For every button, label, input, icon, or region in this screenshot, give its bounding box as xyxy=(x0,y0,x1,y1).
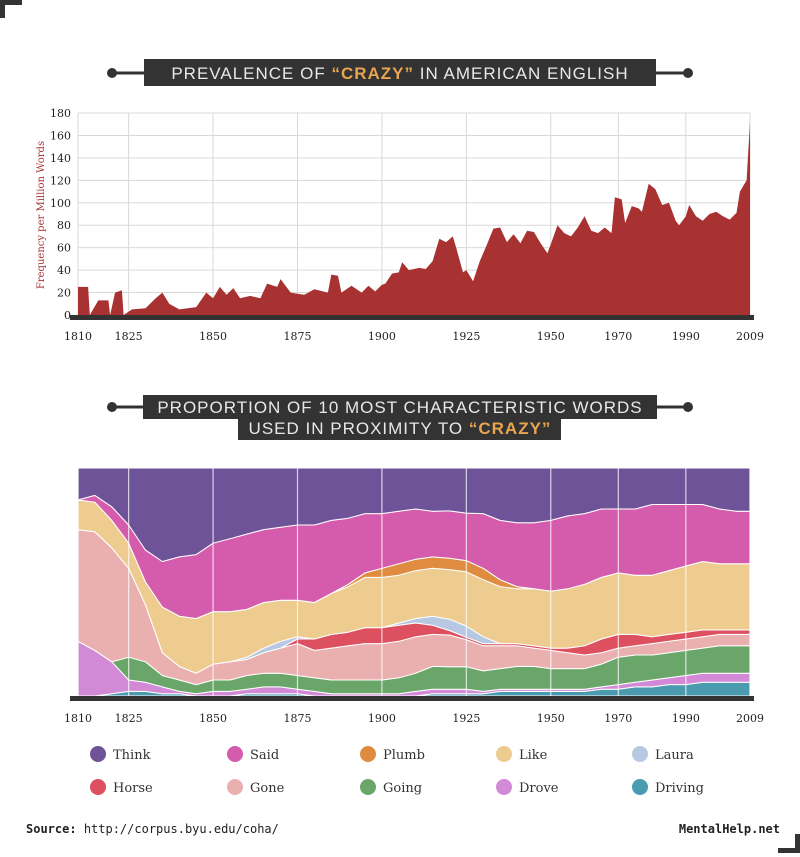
chart1-x-tick-label: 1900 xyxy=(368,330,396,343)
legend-swatch-said xyxy=(227,746,243,762)
chart2-x-axis-bar xyxy=(70,696,754,701)
chart1-y-tick-label: 100 xyxy=(50,197,71,210)
chart2-title-line2: USED IN PROXIMITY TO “CRAZY” xyxy=(249,419,552,438)
legend-label-like: Like xyxy=(519,748,548,763)
chart1-title: PREVALENCE OF “CRAZY” IN AMERICAN ENGLIS… xyxy=(171,64,628,83)
chart1-x-tick-label: 1810 xyxy=(64,330,92,343)
chart2-x-tick-label: 2009 xyxy=(736,712,764,725)
legend-swatch-drove xyxy=(496,779,512,795)
chart1-x-tick-label: 1825 xyxy=(115,330,143,343)
chart2-x-tick-label: 1925 xyxy=(452,712,480,725)
legend-label-drove: Drove xyxy=(519,781,559,796)
chart1-y-tick-label: 40 xyxy=(57,264,71,277)
legend-label-think: Think xyxy=(113,748,151,763)
legend-label-horse: Horse xyxy=(113,781,153,796)
chart2-x-tick-label: 1850 xyxy=(199,712,227,725)
chart2-x-ticks: 1810 1825 1850 1875 1900 1925 1950 1970 1990 2009 xyxy=(64,712,764,725)
chart1-y-ticks: 0 20 40 60 80 100 120 140 160 180 xyxy=(50,107,71,322)
chart1-area-crazy xyxy=(78,122,750,315)
legend-label-laura: Laura xyxy=(655,748,694,763)
chart2-legend: Think Said Plumb Like Laura Horse Gone Going Dro… xyxy=(90,746,704,796)
legend-swatch-like xyxy=(496,746,512,762)
chart1-y-tick-label: 140 xyxy=(50,152,71,165)
chart1-y-tick-label: 160 xyxy=(50,129,71,142)
chart1-x-ticks: 1810 1825 1850 1875 1900 1925 1950 1970 1990 2009 xyxy=(64,330,764,343)
legend-label-plumb: Plumb xyxy=(383,748,425,763)
chart1-x-axis-bar xyxy=(70,315,754,320)
chart2-title-banner: PROPORTION OF 10 MOST CHARACTERISTIC WOR… xyxy=(107,395,693,440)
chart1-x-tick-label: 1850 xyxy=(199,330,227,343)
chart2-gridlines xyxy=(77,468,751,696)
chart1-y-tick-label: 60 xyxy=(57,242,71,255)
chart2-x-tick-label: 1950 xyxy=(537,712,565,725)
chart1-x-tick-label: 1950 xyxy=(537,330,565,343)
legend-swatch-driving xyxy=(632,779,648,795)
footer: Source: http://corpus.byu.edu/coha/ Ment… xyxy=(26,822,780,836)
legend-label-said: Said xyxy=(250,748,279,763)
chart1-y-tick-label: 0 xyxy=(64,309,71,322)
chart1-x-tick-label: 1875 xyxy=(283,330,311,343)
corner-mark-top-left xyxy=(0,0,22,18)
chart2-x-tick-label: 1970 xyxy=(604,712,632,725)
corner-mark-bottom-right xyxy=(778,834,800,853)
chart1-y-label: Frequency per Million Words xyxy=(36,141,47,289)
legend-label-driving: Driving xyxy=(655,781,704,796)
chart1-x-tick-label: 1925 xyxy=(452,330,480,343)
chart1-x-tick-label: 1990 xyxy=(672,330,700,343)
brand-text: MentalHelp.net xyxy=(679,822,780,836)
legend-swatch-laura xyxy=(632,746,648,762)
chart2-x-tick-label: 1810 xyxy=(64,712,92,725)
legend-label-going: Going xyxy=(383,781,422,796)
chart2-x-tick-label: 1900 xyxy=(368,712,396,725)
chart1-y-tick-label: 20 xyxy=(57,287,71,300)
chart1-plot: 0 20 40 60 80 100 120 140 160 180 1810 1825 1850 187… xyxy=(36,107,764,343)
chart1-y-tick-label: 80 xyxy=(57,219,71,232)
chart2-x-tick-label: 1825 xyxy=(115,712,143,725)
legend-swatch-horse xyxy=(90,779,106,795)
chart2-x-tick-label: 1990 xyxy=(672,712,700,725)
chart1-x-tick-label: 1970 xyxy=(604,330,632,343)
chart1-x-tick-label: 2009 xyxy=(736,330,764,343)
legend-swatch-going xyxy=(360,779,376,795)
legend-label-gone: Gone xyxy=(250,781,285,796)
chart1-y-tick-label: 120 xyxy=(50,174,71,187)
source-text: Source: http://corpus.byu.edu/coha/ xyxy=(26,822,279,836)
chart2-stacked-areas xyxy=(77,467,751,697)
chart2-title-line1: PROPORTION OF 10 MOST CHARACTERISTIC WOR… xyxy=(157,398,642,417)
legend-swatch-think xyxy=(90,746,106,762)
chart2-plot: 1810 1825 1850 1875 1900 1925 1950 1970 1990 2009 xyxy=(64,467,764,725)
chart2-x-tick-label: 1875 xyxy=(283,712,311,725)
chart1-title-banner: PREVALENCE OF “CRAZY” IN AMERICAN ENGLIS… xyxy=(107,59,693,86)
chart1-y-tick-label: 180 xyxy=(50,107,71,120)
legend-swatch-plumb xyxy=(360,746,376,762)
legend-swatch-gone xyxy=(227,779,243,795)
